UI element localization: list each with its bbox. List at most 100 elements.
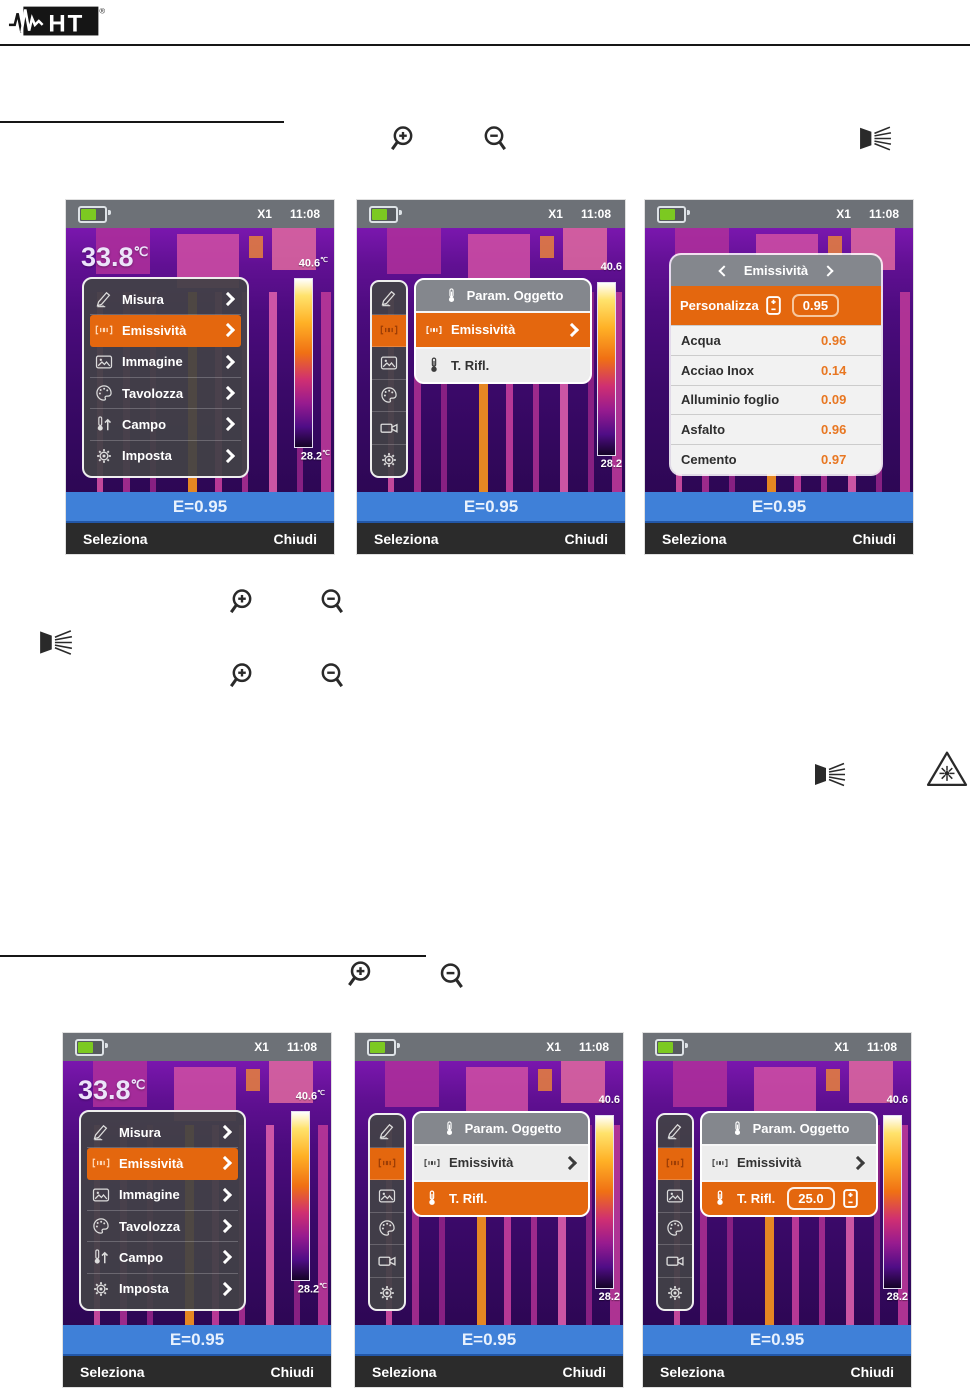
thermometer-icon: [729, 1120, 746, 1137]
sidebar-item-video: [370, 1245, 404, 1278]
menu-item-campo: Campo: [90, 409, 241, 441]
zoom-level: X1: [546, 1040, 561, 1054]
sidebar-item-video: [372, 412, 406, 445]
clock: 11:08: [866, 1040, 897, 1054]
table-row: Asfalto 0.96: [671, 414, 881, 445]
emissivity-bar: E=0.95: [355, 1325, 623, 1356]
emissivity-bar: E=0.95: [66, 492, 334, 523]
pencil-icon: [377, 1121, 397, 1141]
table-row: Cemento 0.97: [671, 444, 881, 474]
scale-min-label: 28.2℃: [297, 1283, 327, 1296]
battery-icon: [655, 1038, 688, 1056]
sidebar-item-immagine: [372, 347, 406, 380]
status-bar: X1 11:08: [66, 200, 334, 228]
sidebar-item-misura: [370, 1115, 404, 1148]
magnifier-minus-icon: [317, 661, 345, 692]
thermometer-icon: [425, 356, 443, 374]
battery-icon: [75, 1038, 108, 1056]
sidebar-item-tavolozza: [370, 1213, 404, 1245]
camera-screen-object-params-edit: X1 11:08 40.6 28.2 Param. Oggetto Emissi…: [643, 1033, 911, 1387]
menu-item-imposta: Imposta: [87, 1274, 238, 1304]
sidebar-item-tavolozza: [658, 1213, 692, 1245]
softkey-bar: Seleziona Chiudi: [357, 523, 625, 554]
chevron-right-icon: [217, 1250, 233, 1265]
chevron-right-icon: [220, 292, 236, 307]
scale-min-label: 28.2: [886, 1291, 908, 1303]
gear-icon: [377, 1283, 397, 1303]
softkey-seleziona: Seleziona: [372, 1363, 437, 1380]
object-params-menu: Param. Oggetto Emissività T. Rifl.: [412, 1111, 590, 1217]
zoom-level: X1: [254, 1040, 269, 1054]
emissivity-icon: [379, 320, 399, 340]
status-bar: X1 11:08: [355, 1033, 623, 1061]
magnifier-plus-icon: [389, 124, 417, 155]
clock: 11:08: [578, 1040, 609, 1054]
pencil-icon: [91, 1122, 111, 1142]
emissivity-icon: [665, 1153, 685, 1173]
sidebar-item-immagine: [370, 1180, 404, 1213]
pencil-icon: [665, 1121, 685, 1141]
video-camera-icon: [377, 1251, 397, 1271]
menu-item-emissivita: Emissività: [90, 315, 241, 347]
status-bar: X1 11:08: [357, 200, 625, 228]
logo-waveform-icon: [8, 13, 23, 33]
thermometer-range-icon: [94, 414, 114, 434]
sidebar-item-misura: [658, 1115, 692, 1148]
sidebar-item-tavolozza: [372, 380, 406, 412]
scale-max-label: 40.6: [886, 1094, 908, 1106]
image-icon: [379, 353, 399, 373]
scale-max-label: 40.6: [600, 261, 622, 273]
laser-warning-triangle-icon: [925, 749, 969, 789]
scale-max-label: 40.6: [598, 1094, 620, 1106]
logo-waveform-icon: [20, 9, 44, 33]
palette-icon: [665, 1218, 685, 1238]
submenu-item-trifl: T. Rifl.: [416, 346, 590, 382]
sidebar-item-emissivita: [372, 314, 406, 347]
magnifier-plus-icon: [228, 661, 256, 692]
laser-emitter-icon: [858, 122, 893, 155]
spot-temperature: 33.8℃: [78, 1075, 146, 1105]
chevron-right-icon: [564, 322, 580, 337]
palette-icon: [377, 1218, 397, 1238]
magnifier-minus-icon: [317, 587, 345, 618]
softkey-bar: Seleziona Chiudi: [645, 523, 913, 554]
emissivity-icon: [91, 1153, 111, 1173]
submenu-item-emissivita: Emissività: [416, 311, 590, 347]
image-icon: [91, 1185, 111, 1205]
menu-item-misura: Misura: [87, 1117, 238, 1149]
main-menu-panel: Misura Emissività Immagine Tavolozza Cam…: [82, 277, 249, 478]
zoom-level: X1: [834, 1040, 849, 1054]
emissivity-bar: E=0.95: [645, 492, 913, 523]
menu-item-immagine: Immagine: [87, 1180, 238, 1211]
softkey-chiudi: Chiudi: [562, 1363, 606, 1380]
softkey-seleziona: Seleziona: [374, 530, 439, 547]
thermometer-icon: [443, 287, 460, 304]
camera-screen-main-menu: X1 11:08 33.8℃ 40.6℃ 28.2℃ Misura Emissi…: [66, 200, 334, 554]
softkey-bar: Seleziona Chiudi: [643, 1356, 911, 1387]
sidebar-item-imposta: [658, 1278, 692, 1310]
scale-min-label: 28.2: [598, 1291, 620, 1303]
color-scale-bar: [291, 1111, 310, 1281]
camera-screen-object-params: X1 11:08 40.6 28.2 Param. Oggetto Emissi…: [355, 1033, 623, 1387]
sidebar-item-emissivita: [658, 1147, 692, 1180]
magnifier-minus-icon: [436, 961, 465, 993]
emissivity-icon: [711, 1154, 729, 1172]
softkey-chiudi: Chiudi: [273, 530, 317, 547]
object-params-menu: Param. Oggetto Emissività T. Rifl. 25.0: [700, 1111, 878, 1217]
menu-sidebar: [656, 1113, 694, 1311]
zoom-level: X1: [257, 207, 272, 221]
status-bar: X1 11:08: [645, 200, 913, 228]
stepper-icon: [843, 1189, 858, 1208]
color-scale-bar: [595, 1115, 614, 1289]
zoom-level: X1: [836, 207, 851, 221]
submenu-item-emissivita: Emissività: [414, 1144, 588, 1180]
pencil-icon: [379, 288, 399, 308]
softkey-seleziona: Seleziona: [83, 530, 148, 547]
softkey-seleziona: Seleziona: [662, 530, 727, 547]
chevron-right-icon: [850, 1155, 866, 1170]
magnifier-minus-icon: [480, 124, 508, 155]
battery-icon: [657, 205, 690, 223]
menu-item-imposta: Imposta: [90, 441, 241, 471]
reflected-temp-value: 25.0: [787, 1186, 835, 1210]
softkey-seleziona: Seleziona: [80, 1363, 145, 1380]
